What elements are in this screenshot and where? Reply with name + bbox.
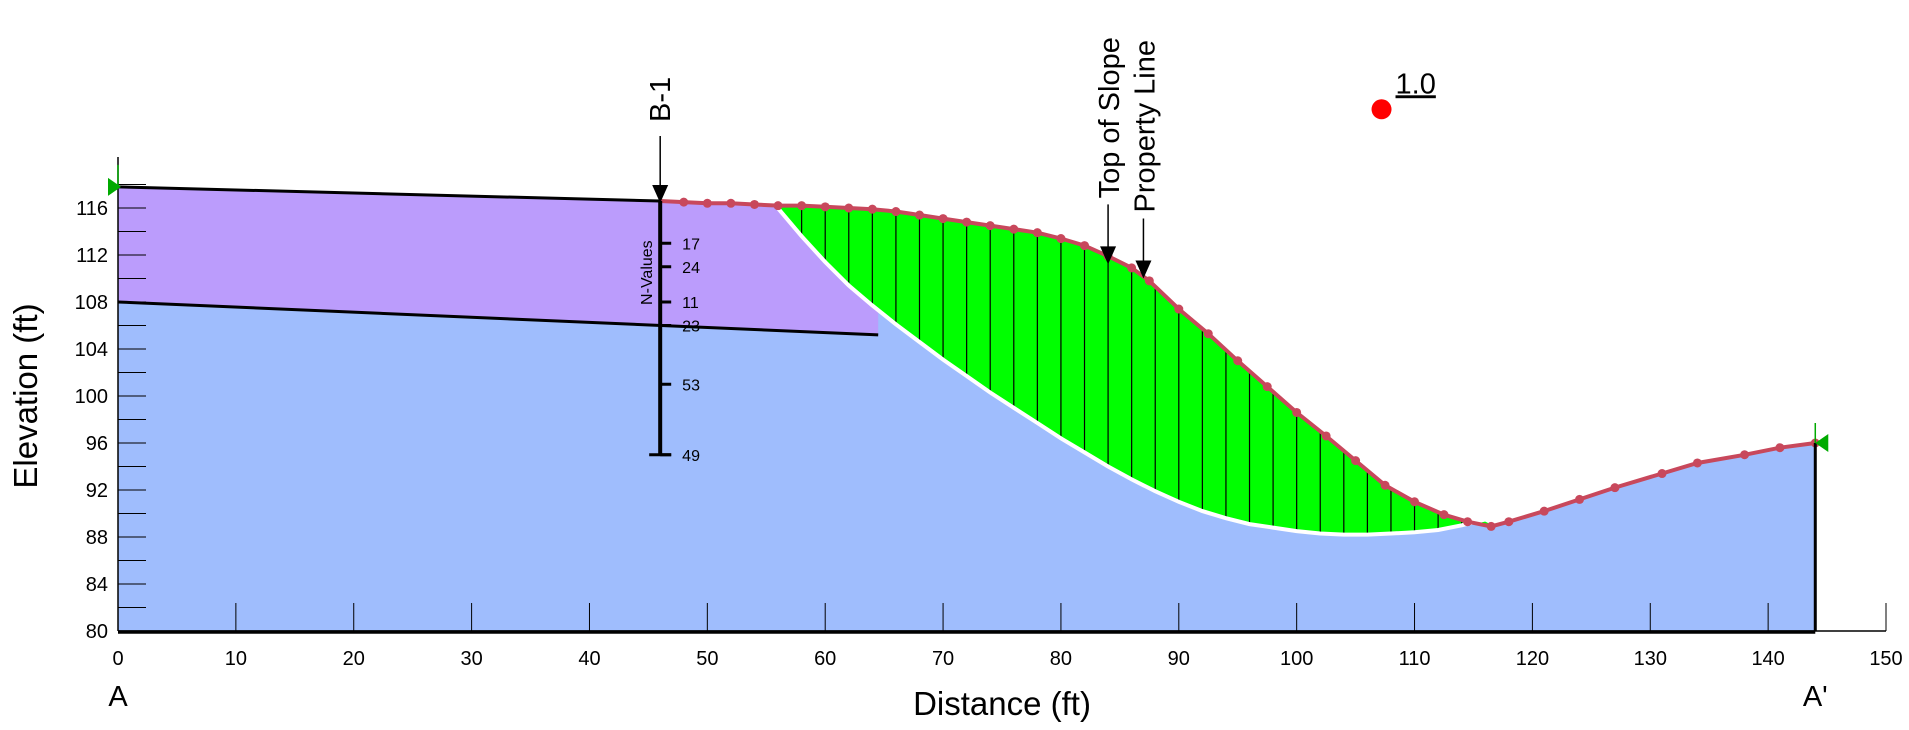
y-tick-label: 100	[75, 386, 108, 408]
x-tick-label: 10	[225, 648, 247, 670]
ground-vertex	[1144, 276, 1154, 286]
x-tick-label: 40	[578, 648, 600, 670]
x-tick-label: 70	[932, 648, 954, 670]
ground-vertex	[1032, 228, 1042, 238]
x-tick-label: 130	[1634, 648, 1667, 670]
x-tick-label: 150	[1869, 648, 1902, 670]
n-value-label: 23	[682, 319, 700, 336]
x-tick-label: 50	[696, 648, 718, 670]
x-tick-label: 80	[1050, 648, 1072, 670]
y-axis-title: Elevation (ft)	[7, 303, 44, 488]
ground-vertex	[1321, 431, 1331, 441]
y-tick-label: 88	[86, 527, 108, 549]
annotation-pointer-arrowhead	[1135, 260, 1152, 279]
ground-vertex	[914, 210, 924, 220]
x-tick-label: 0	[112, 648, 123, 670]
x-tick-label: 60	[814, 648, 836, 670]
ground-vertex	[1775, 443, 1785, 453]
slide-mass	[775, 205, 1497, 535]
y-tick-label: 108	[75, 292, 108, 314]
ground-vertex	[1233, 356, 1243, 366]
ground-vertex	[1486, 521, 1496, 531]
section-start-label: A	[108, 681, 128, 713]
n-value-label: 49	[682, 448, 700, 465]
x-axis-title: Distance (ft)	[913, 685, 1091, 722]
x-tick-label: 30	[460, 648, 482, 670]
x-tick-label: 90	[1168, 648, 1190, 670]
factor-of-safety-label: 1.0	[1396, 68, 1436, 100]
ground-vertex	[726, 198, 736, 208]
ground-vertex	[985, 221, 995, 231]
y-tick-label: 84	[86, 574, 108, 596]
ground-vertex	[891, 207, 901, 217]
n-value-label: 11	[682, 295, 699, 312]
ground-vertex	[1080, 241, 1090, 251]
ground-vertex	[1380, 480, 1390, 490]
ground-vertex	[1009, 224, 1019, 234]
ground-vertex	[1657, 469, 1667, 479]
ground-vertex	[1292, 407, 1302, 417]
n-value-label: 24	[682, 260, 700, 277]
y-tick-label: 92	[86, 480, 108, 502]
top-of-slope-annotation: Top of Slope	[1094, 37, 1126, 198]
ground-vertex	[844, 203, 854, 213]
material-boundary-line	[117, 300, 879, 337]
ground-vertex	[1262, 382, 1272, 392]
x-tick-label: 120	[1516, 648, 1549, 670]
y-tick-label: 112	[76, 245, 108, 267]
right-limit-marker	[1815, 434, 1829, 452]
ground-vertex	[938, 214, 948, 224]
slip-surface-line	[774, 204, 1498, 537]
ground-vertex	[1463, 517, 1473, 527]
annotation-pointer-arrowhead	[1100, 246, 1117, 265]
ground-vertex	[1740, 450, 1750, 460]
ground-vertex	[1056, 234, 1066, 244]
y-tick-label: 80	[86, 621, 108, 643]
n-values-column-label: N-Values	[639, 240, 656, 305]
ground-vertex	[1692, 458, 1702, 468]
ground-vertex	[962, 217, 972, 227]
x-tick-label: 140	[1751, 648, 1784, 670]
property-line-annotation: Property Line	[1129, 40, 1161, 213]
ground-vertex	[749, 199, 759, 209]
ground-vertex	[797, 201, 807, 211]
ground-vertex	[1174, 304, 1184, 314]
boring-pointer-arrowhead	[652, 184, 669, 203]
x-tick-label: 20	[343, 648, 365, 670]
ground-vertex	[1127, 263, 1137, 273]
ground-vertex	[1203, 329, 1213, 339]
ground-vertex	[679, 197, 689, 207]
ground-vertex	[1575, 494, 1585, 504]
boring-label: B-1	[645, 77, 677, 122]
upper-material-region	[118, 186, 879, 335]
ground-vertex	[773, 201, 783, 211]
y-tick-label: 116	[76, 198, 108, 220]
ground-vertex	[702, 198, 712, 208]
x-tick-label: 100	[1280, 648, 1313, 670]
n-value-label: 53	[682, 377, 700, 394]
factor-of-safety-marker	[1371, 99, 1392, 120]
ground-vertex	[820, 202, 830, 212]
upper-material-top-boundary	[117, 185, 661, 203]
ground-vertex	[1539, 506, 1549, 516]
n-value-label: 17	[682, 236, 700, 253]
ground-vertex	[1439, 510, 1449, 520]
y-tick-label: 104	[75, 339, 108, 361]
ground-vertex	[867, 204, 877, 214]
y-tick-label: 96	[86, 433, 108, 455]
left-limit-marker	[108, 177, 121, 196]
ground-vertex	[1610, 483, 1620, 493]
ground-vertex	[1410, 497, 1420, 507]
ground-vertex	[1351, 456, 1361, 466]
section-end-label: A'	[1803, 681, 1828, 713]
x-tick-label: 110	[1399, 648, 1431, 670]
ground-vertex	[1504, 517, 1514, 527]
